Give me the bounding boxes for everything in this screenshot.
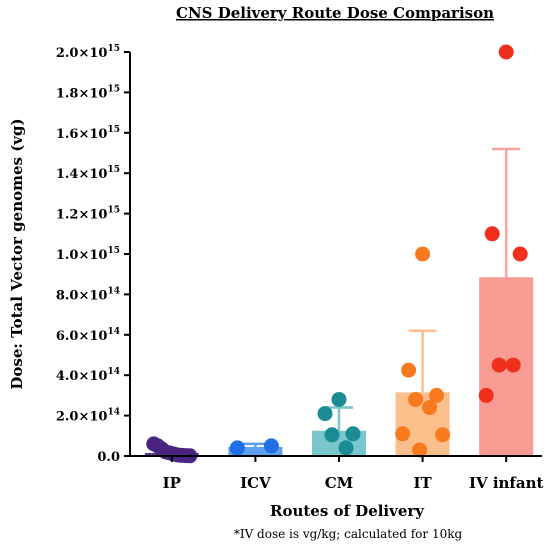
y-tick-label: 4.0×1014: [56, 367, 120, 384]
data-point: [429, 387, 445, 403]
data-point: [331, 391, 347, 407]
data-point: [505, 357, 521, 373]
y-tick-label: 1.8×1015: [56, 84, 120, 101]
x-tick-label: IV infant: [469, 474, 544, 492]
data-point: [229, 440, 245, 456]
data-point: [317, 406, 333, 422]
data-point: [408, 391, 424, 407]
y-tick-label: 1.0×1015: [56, 246, 120, 263]
data-point: [491, 357, 507, 373]
y-tick-label: 1.6×1015: [56, 125, 120, 142]
y-tick-label: 2.0×1014: [56, 408, 120, 425]
x-tick-label: IP: [163, 474, 181, 492]
data-point: [415, 246, 431, 262]
x-tick-label: CM: [325, 474, 354, 492]
chart-title: CNS Delivery Route Dose Comparison: [176, 4, 494, 22]
y-tick-label: 2.0×1015: [56, 44, 120, 61]
data-point: [422, 400, 438, 416]
x-axis-label: Routes of Delivery: [270, 502, 425, 520]
y-axis-label: Dose: Total Vector genomes (vg): [8, 118, 26, 389]
data-point: [478, 387, 494, 403]
y-tick-label: 0.0: [97, 450, 120, 465]
data-point: [324, 427, 340, 443]
data-point: [395, 426, 411, 442]
plot-area: 0.0 2.0×1014 4.0×1014 6.0×1014 8.0×1014 1.0×1…: [56, 44, 544, 492]
footnote: *IV dose is vg/kg; calculated for 10kg: [234, 527, 463, 541]
data-point: [484, 226, 500, 242]
y-tick-label: 1.4×1015: [56, 165, 120, 182]
data-point: [338, 440, 354, 456]
y-tick-label: 6.0×1014: [56, 327, 120, 344]
data-point: [401, 362, 417, 378]
data-point: [512, 246, 528, 262]
data-point: [263, 438, 279, 454]
x-tick-label: ICV: [240, 474, 271, 492]
data-point: [412, 442, 428, 458]
data-point: [435, 427, 451, 443]
data-point: [498, 44, 514, 60]
y-tick-label: 8.0×1014: [56, 286, 120, 303]
data-point: [345, 426, 361, 442]
bar-1: [228, 446, 283, 456]
x-tick-label: IT: [414, 474, 433, 492]
y-tick-label: 1.2×1015: [56, 206, 120, 223]
